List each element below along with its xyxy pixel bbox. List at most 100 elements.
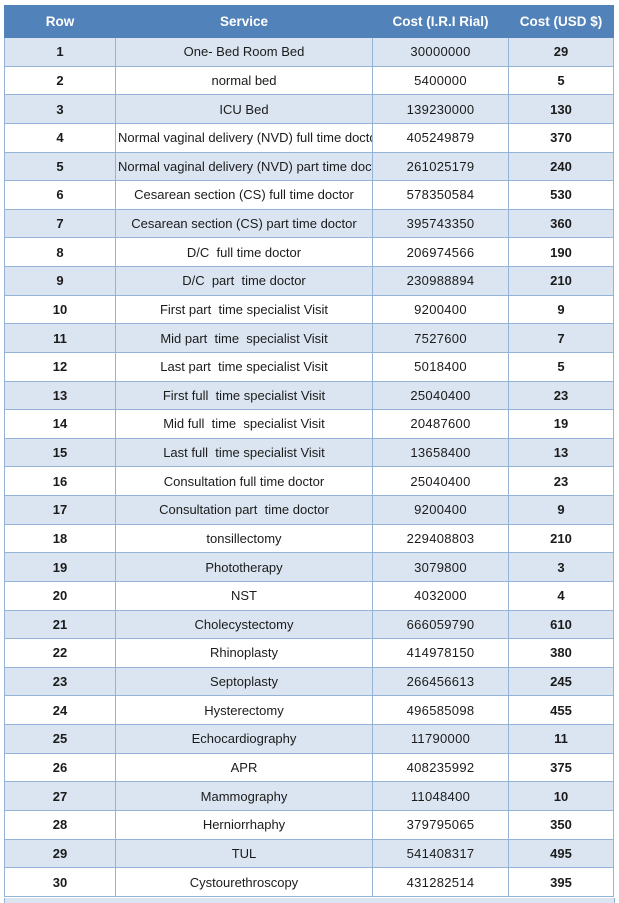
rial-cost-cell: 139230000 — [372, 94, 509, 124]
table-row: 1 One- Bed Room Bed 30000000 29 — [4, 37, 614, 67]
usd-cost-cell: 495 — [508, 838, 614, 869]
table-row: 11 Mid part time specialist Visit 752760… — [4, 323, 614, 353]
row-number-cell: 24 — [4, 695, 116, 725]
usd-cost-cell: 395 — [508, 867, 614, 897]
usd-cost-cell: 350 — [508, 809, 614, 840]
usd-cost-cell: 11 — [508, 724, 614, 754]
row-number-cell: 12 — [4, 351, 116, 382]
rial-cost-cell: 5400000 — [372, 65, 509, 96]
table-row: 8 D/C full time doctor 206974566 190 — [4, 237, 614, 267]
rial-cost-cell: 3079800 — [372, 552, 509, 582]
table-row: 23 Septoplasty 266456613 245 — [4, 666, 614, 697]
usd-cost-cell: 210 — [508, 523, 614, 554]
rial-cost-cell: 230988894 — [372, 266, 509, 296]
rial-cost-cell: 206974566 — [372, 237, 509, 267]
row-number-cell: 21 — [4, 609, 116, 640]
table-body: 1 One- Bed Room Bed 30000000 29 2 normal… — [4, 37, 614, 897]
table-row: 28 Herniorrhaphy 379795065 350 — [4, 809, 614, 840]
row-number-cell: 25 — [4, 724, 116, 754]
table-row: 17 Consultation part time doctor 9200400… — [4, 495, 614, 525]
rial-cost-cell: 25040400 — [372, 380, 509, 411]
table-row: 6 Cesarean section (CS) full time doctor… — [4, 180, 614, 210]
service-cell: ICU Bed — [115, 94, 373, 124]
row-number-cell: 26 — [4, 752, 116, 783]
rial-cost-cell: 9200400 — [372, 495, 509, 525]
usd-cost-cell: 29 — [508, 37, 614, 67]
rial-cost-cell: 20487600 — [372, 409, 509, 439]
service-cell: Cholecystectomy — [115, 609, 373, 640]
rial-cost-cell: 266456613 — [372, 666, 509, 697]
rial-cost-cell: 414978150 — [372, 638, 509, 668]
table-row: 20 NST 4032000 4 — [4, 580, 614, 611]
service-cell: Echocardiography — [115, 724, 373, 754]
rial-cost-cell: 541408317 — [372, 838, 509, 869]
row-number-cell: 4 — [4, 122, 116, 153]
row-number-cell: 27 — [4, 781, 116, 811]
usd-cost-cell: 23 — [508, 380, 614, 411]
row-number-cell: 1 — [4, 37, 116, 67]
service-cell: Last part time specialist Visit — [115, 351, 373, 382]
usd-cost-cell: 5 — [508, 351, 614, 382]
table-row: 14 Mid full time specialist Visit 204876… — [4, 409, 614, 439]
rial-cost-cell: 9200400 — [372, 294, 509, 325]
rial-cost-cell: 13658400 — [372, 437, 509, 468]
service-cell: Cesarean section (CS) full time doctor — [115, 180, 373, 210]
usd-cost-cell: 4 — [508, 580, 614, 611]
service-cell: Normal vaginal delivery (NVD) part time … — [115, 151, 373, 182]
rial-cost-cell: 431282514 — [372, 867, 509, 897]
service-cell: Mammography — [115, 781, 373, 811]
cut-off-next-row — [4, 898, 615, 903]
usd-cost-cell: 240 — [508, 151, 614, 182]
row-number-cell: 3 — [4, 94, 116, 124]
row-number-cell: 10 — [4, 294, 116, 325]
table-row: 24 Hysterectomy 496585098 455 — [4, 695, 614, 725]
usd-cost-cell: 13 — [508, 437, 614, 468]
table-row: 4 Normal vaginal delivery (NVD) full tim… — [4, 122, 614, 153]
rial-cost-cell: 395743350 — [372, 208, 509, 239]
service-cell: normal bed — [115, 65, 373, 96]
table-row: 22 Rhinoplasty 414978150 380 — [4, 638, 614, 668]
table-row: 13 First full time specialist Visit 2504… — [4, 380, 614, 411]
rial-cost-cell: 229408803 — [372, 523, 509, 554]
service-cell: Cystourethroscopy — [115, 867, 373, 897]
service-cell: Septoplasty — [115, 666, 373, 697]
row-number-cell: 23 — [4, 666, 116, 697]
row-number-cell: 28 — [4, 809, 116, 840]
row-number-cell: 18 — [4, 523, 116, 554]
usd-cost-cell: 5 — [508, 65, 614, 96]
row-number-cell: 14 — [4, 409, 116, 439]
row-number-cell: 13 — [4, 380, 116, 411]
service-cell: NST — [115, 580, 373, 611]
row-number-cell: 30 — [4, 867, 116, 897]
usd-cost-cell: 7 — [508, 323, 614, 353]
table-row: 2 normal bed 5400000 5 — [4, 65, 614, 96]
usd-cost-cell: 9 — [508, 294, 614, 325]
table-row: 29 TUL 541408317 495 — [4, 838, 614, 869]
table-row: 3 ICU Bed 139230000 130 — [4, 94, 614, 124]
rial-cost-cell: 578350584 — [372, 180, 509, 210]
column-header-cost-rial: Cost (I.R.I Rial) — [372, 5, 509, 38]
table-row: 25 Echocardiography 11790000 11 — [4, 724, 614, 754]
row-number-cell: 9 — [4, 266, 116, 296]
table-row: 12 Last part time specialist Visit 50184… — [4, 351, 614, 382]
table-row: 27 Mammography 11048400 10 — [4, 781, 614, 811]
row-number-cell: 8 — [4, 237, 116, 267]
service-cell: First part time specialist Visit — [115, 294, 373, 325]
table-row: 16 Consultation full time doctor 2504040… — [4, 466, 614, 496]
rial-cost-cell: 11048400 — [372, 781, 509, 811]
row-number-cell: 6 — [4, 180, 116, 210]
service-cell: Mid part time specialist Visit — [115, 323, 373, 353]
service-cell: TUL — [115, 838, 373, 869]
service-cell: Consultation full time doctor — [115, 466, 373, 496]
hospital-services-cost-table: Row Service Cost (I.R.I Rial) Cost (USD … — [4, 5, 614, 897]
table-row: 26 APR 408235992 375 — [4, 752, 614, 783]
row-number-cell: 19 — [4, 552, 116, 582]
table-row: 15 Last full time specialist Visit 13658… — [4, 437, 614, 468]
service-cell: First full time specialist Visit — [115, 380, 373, 411]
row-number-cell: 29 — [4, 838, 116, 869]
usd-cost-cell: 360 — [508, 208, 614, 239]
table-row: 10 First part time specialist Visit 9200… — [4, 294, 614, 325]
row-number-cell: 5 — [4, 151, 116, 182]
table-row: 21 Cholecystectomy 666059790 610 — [4, 609, 614, 640]
